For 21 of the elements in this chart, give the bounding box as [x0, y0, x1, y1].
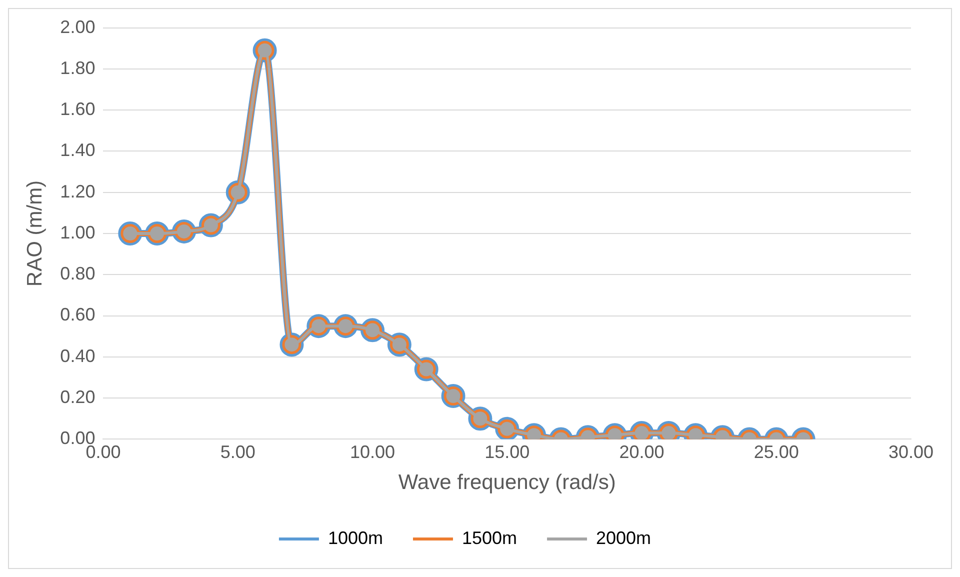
- y-tick-label: 0.40: [60, 346, 96, 366]
- x-tick-label: 30.00: [888, 442, 934, 462]
- x-axis-title: Wave frequency (rad/s): [398, 471, 616, 494]
- x-tick-label: 20.00: [619, 442, 664, 462]
- y-tick-label: 1.40: [60, 140, 96, 160]
- y-axis-title: RAO (m/m): [23, 180, 46, 287]
- y-tick-label: 1.60: [60, 99, 96, 120]
- x-tick-label: 5.00: [220, 442, 256, 462]
- x-tick-label: 15.00: [484, 442, 530, 462]
- y-tick-label: 0.60: [60, 304, 96, 325]
- x-tick-label: 10.00: [350, 442, 396, 462]
- legend-label: 1000m: [328, 528, 383, 548]
- y-tick-label: 2.00: [60, 16, 96, 37]
- y-tick-label: 1.80: [60, 58, 96, 78]
- y-tick-label: 1.20: [60, 181, 96, 202]
- y-tick-label: 1.00: [60, 222, 96, 242]
- legend-label: 2000m: [596, 528, 652, 548]
- y-tick-label: 0.80: [60, 264, 96, 284]
- x-tick-label: 25.00: [754, 442, 799, 462]
- y-tick-label: 0.20: [60, 387, 96, 408]
- legend-label: 1500m: [462, 528, 518, 548]
